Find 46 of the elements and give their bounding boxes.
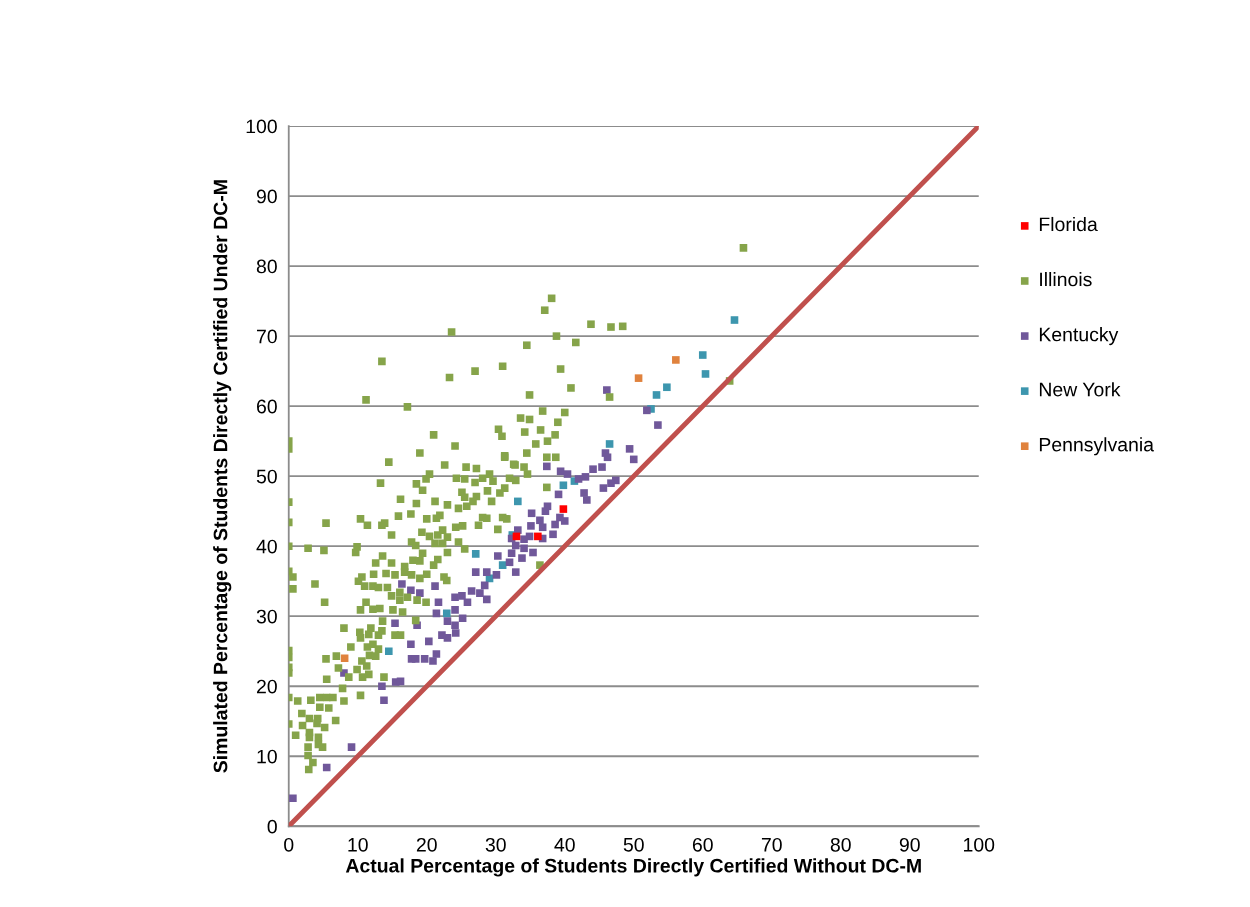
x-tick-label: 10 (348, 837, 368, 852)
x-tick-label: 30 (485, 837, 506, 852)
legend-label: Illinois (1040, 272, 1092, 287)
point (471, 550, 480, 558)
y-tick-label: 30 (256, 609, 277, 624)
x-tick-label: 0 (284, 837, 294, 852)
x-tick-label: 90 (899, 837, 920, 852)
y-tick-label: 70 (257, 329, 277, 344)
point (498, 561, 507, 569)
y-tick-label: 10 (257, 749, 277, 764)
x-tick-label: 80 (830, 837, 851, 852)
point (514, 497, 522, 506)
y-tick-label: 0 (267, 819, 277, 834)
legend-label: Pennsylvania (1039, 437, 1154, 456)
point (559, 505, 568, 513)
point (652, 391, 661, 399)
y-tick-label: 90 (256, 189, 277, 204)
y-tick-label: 40 (256, 539, 277, 554)
y-tick-label: 20 (256, 679, 277, 694)
point (730, 316, 739, 324)
point (701, 370, 710, 378)
point (663, 383, 671, 392)
point (340, 654, 349, 663)
point (634, 374, 643, 382)
point (672, 356, 680, 364)
point (442, 609, 451, 618)
legend-label: Florida (1039, 216, 1098, 232)
point (534, 532, 542, 541)
point (385, 647, 393, 656)
x-tick-label: 60 (692, 837, 713, 852)
point (605, 440, 614, 448)
x-tick-label: 20 (416, 837, 437, 852)
y-tick-label: 50 (256, 469, 277, 484)
y-tick-label: 80 (256, 259, 277, 274)
legend-label: New York (1039, 382, 1121, 397)
x-tick-label: 50 (623, 837, 644, 852)
x-tick-label: 40 (554, 837, 575, 852)
legend-label: Kentucky (1039, 327, 1119, 346)
y-axis-title: Simulated Percentage of Students Directly Certified Under DC-M (213, 180, 232, 773)
x-axis-title: Actual Percentage of Students Directly Certified Without DC-M (345, 858, 921, 877)
x-tick-label: 100 (964, 837, 995, 852)
point (559, 481, 568, 490)
y-tick-label: 60 (257, 399, 277, 414)
point (698, 351, 707, 359)
x-tick-label: 70 (761, 837, 782, 852)
y-tick-label: 100 (246, 119, 277, 134)
